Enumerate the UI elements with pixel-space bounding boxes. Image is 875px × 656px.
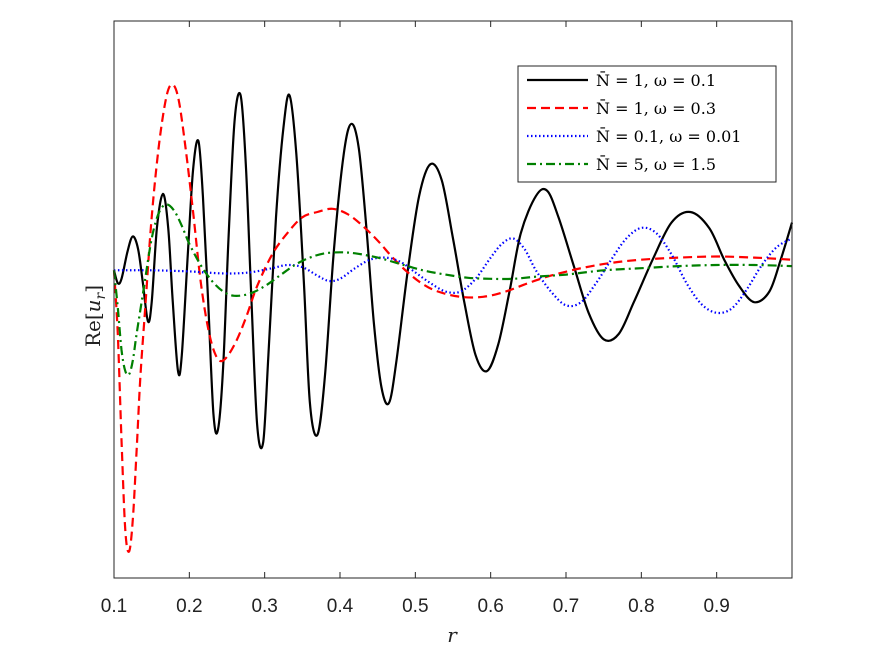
legend-box [517,65,777,183]
plot-frame [113,20,793,579]
x-tick-label: 0.2 [176,596,202,617]
legend-entry-green: N̄ = 5, ω = 1.5 [527,153,716,174]
ticks-layer: 0.1 0.2 0.3 0.4 0.5 0.6 0.7 0.8 0.9 [101,21,730,617]
series-black-solid [112,91,794,450]
x-tick-label: 0.7 [553,596,579,617]
series-red-dashed [112,83,793,553]
legend-label: N̄ = 0.1, ω = 0.01 [596,125,741,146]
legend-label: N̄ = 1, ω = 0.3 [596,97,716,118]
legend-label: N̄ = 5, ω = 1.5 [596,153,716,174]
x-tick-label: 0.1 [101,596,127,617]
legend-label: N̄ = 1, ω = 0.1 [596,69,716,90]
x-tick-label: 0.9 [703,596,729,617]
series-green-dashdot [112,203,793,377]
legend-entry-blue: N̄ = 0.1, ω = 0.01 [527,125,741,146]
x-tick-label: 0.4 [327,596,354,617]
x-tick-label: 0.3 [251,596,277,617]
series-layer [112,83,794,553]
legend-entry-red: N̄ = 1, ω = 0.3 [527,97,716,118]
legend: N̄ = 1, ω = 0.1 N̄ = 1, ω = 0.3 N̄ = 0.1, … [517,65,777,183]
legend-entry-black: N̄ = 1, ω = 0.1 [527,69,716,90]
series-blue-dotted [113,226,793,315]
x-tick-label: 0.5 [402,596,428,617]
x-tick-label: 0.6 [477,596,503,617]
x-tick-label: 0.8 [628,596,654,617]
x-axis-label: r [447,623,458,647]
